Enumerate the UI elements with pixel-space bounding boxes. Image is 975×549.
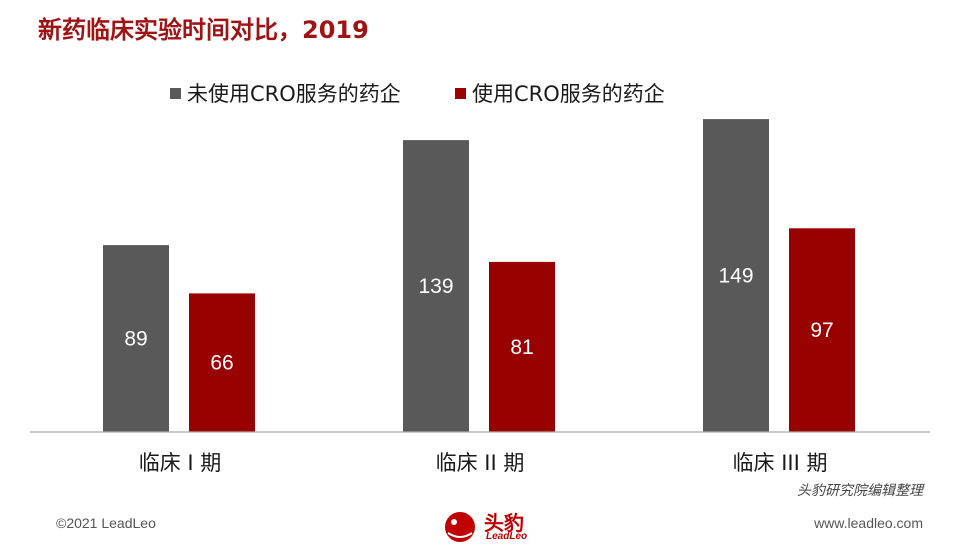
value-labels-group: 89 66 139 81 149 97 xyxy=(124,265,833,375)
bars-group xyxy=(103,119,855,432)
copyright-text: ©2021 LeadLeo xyxy=(56,515,156,531)
leopard-icon xyxy=(445,512,475,542)
value-label-s0-c1: 139 xyxy=(418,275,453,298)
value-label-s1-c1: 81 xyxy=(510,336,533,359)
website-link[interactable]: www.leadleo.com xyxy=(814,515,923,531)
bar-s1-c0 xyxy=(189,293,255,432)
value-label-s0-c2: 149 xyxy=(718,265,753,288)
category-label-1: 临床 II 期 xyxy=(436,451,525,475)
category-label-0: 临床 I 期 xyxy=(139,451,222,475)
bar-s1-c1 xyxy=(489,261,555,432)
legend-label-0: 未使用CRO服务的药企 xyxy=(187,82,401,106)
chart-title: 新药临床实验时间对比，2019 xyxy=(38,16,369,44)
category-label-2: 临床 III 期 xyxy=(733,451,828,475)
legend: 未使用CRO服务的药企 使用CRO服务的药企 xyxy=(170,82,665,106)
legend-label-1: 使用CRO服务的药企 xyxy=(472,82,665,106)
bar-s0-c0 xyxy=(103,245,169,432)
value-label-s0-c0: 89 xyxy=(124,328,147,351)
bar-s1-c2 xyxy=(789,228,855,432)
bar-s0-c2 xyxy=(703,119,769,432)
source-note: 头豹研究院编辑整理 xyxy=(797,483,923,499)
leadleo-logo: 头豹 LeadLeo xyxy=(440,505,540,547)
logo-text: 头豹 xyxy=(484,511,524,535)
value-label-s1-c0: 66 xyxy=(210,352,233,375)
legend-swatch-1 xyxy=(455,88,466,99)
legend-swatch-0 xyxy=(170,88,181,99)
value-label-s1-c2: 97 xyxy=(810,319,833,342)
category-labels-group: 临床 I 期 临床 II 期 临床 III 期 xyxy=(139,451,828,475)
bar-s0-c1 xyxy=(403,140,469,432)
logo-subtext: LeadLeo xyxy=(486,531,528,542)
